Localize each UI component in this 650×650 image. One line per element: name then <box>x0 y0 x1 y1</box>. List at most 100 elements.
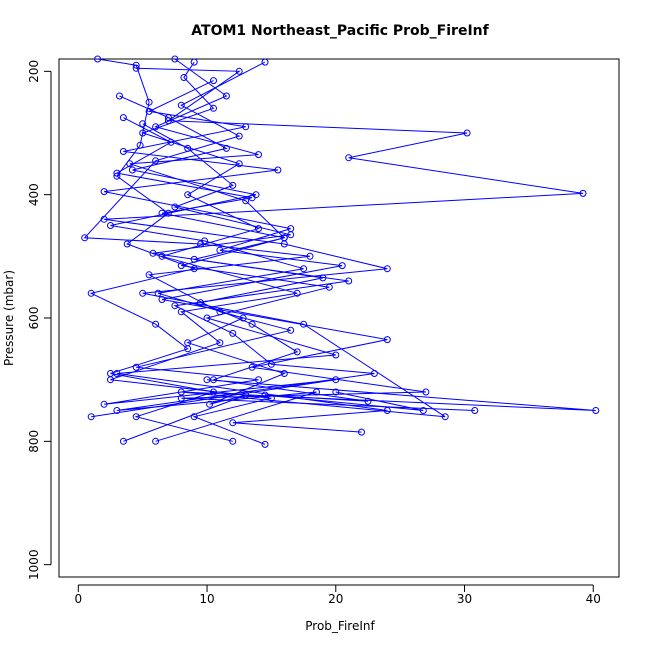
data-point <box>293 289 301 297</box>
x-tick-label: 30 <box>457 592 472 606</box>
data-point <box>441 413 449 421</box>
data-point <box>332 388 340 396</box>
x-axis: 0 10 20 30 40 <box>74 584 601 606</box>
y-tick-label: 600 <box>27 307 41 330</box>
data-point <box>579 189 587 197</box>
series-line-4 <box>104 67 596 418</box>
data-point <box>158 296 166 303</box>
data-point <box>229 419 237 427</box>
data-point <box>81 234 89 242</box>
x-tick-label: 10 <box>199 592 214 606</box>
data-point <box>370 370 378 377</box>
y-axis-label: Pressure (mbar) <box>2 270 16 366</box>
data-point <box>154 289 162 297</box>
data-point <box>145 271 153 279</box>
data-point <box>274 166 282 174</box>
data-point <box>107 376 114 384</box>
data-point <box>184 191 192 199</box>
data-point <box>152 157 160 165</box>
data-point <box>119 114 127 122</box>
data-point <box>132 64 140 72</box>
data-point <box>210 104 217 112</box>
y-axis: 200 400 600 800 1000 <box>27 60 52 580</box>
data-point <box>287 231 295 239</box>
data-point <box>152 123 160 131</box>
chart-title: ATOM1 Northeast_Pacific Prob_FireInf <box>191 23 489 39</box>
x-axis-label: Prob_FireInf <box>305 619 375 633</box>
data-point <box>313 388 320 396</box>
data-point <box>180 74 188 81</box>
data-point <box>190 265 198 273</box>
series-line-9 <box>110 95 304 442</box>
data-point <box>128 166 136 174</box>
data-point <box>419 407 427 414</box>
data-point <box>364 397 372 405</box>
data-point <box>139 129 147 137</box>
y-tick-label: 800 <box>27 430 41 453</box>
data-point <box>113 407 121 414</box>
series-line-5 <box>104 80 475 411</box>
data-point <box>171 302 179 310</box>
data-point <box>139 289 147 297</box>
data-point <box>261 440 269 448</box>
data-point <box>123 240 131 248</box>
data-point <box>287 326 295 334</box>
y-tick-label: 1000 <box>27 549 41 580</box>
data-point <box>248 320 256 328</box>
data-point <box>171 55 179 63</box>
data-point <box>171 203 179 211</box>
data-point <box>229 181 237 189</box>
data-point <box>235 160 243 168</box>
data-point <box>190 58 198 66</box>
x-tick-label: 20 <box>328 592 343 606</box>
y-tick-label: 200 <box>27 60 41 83</box>
data-point <box>116 92 123 100</box>
data-point <box>145 107 153 115</box>
plot-area <box>58 58 620 578</box>
data-point <box>177 262 185 270</box>
data-point <box>229 329 237 337</box>
data-point <box>152 437 160 445</box>
data-point <box>239 314 247 322</box>
data-point <box>87 289 95 297</box>
data-point <box>255 225 262 233</box>
data-point <box>267 360 275 368</box>
series-line-8 <box>142 123 424 411</box>
data-point <box>592 407 600 414</box>
data-point <box>87 413 95 421</box>
data-point <box>184 144 192 152</box>
series-line-7 <box>115 117 375 442</box>
data-point <box>383 336 391 344</box>
data-point <box>280 370 288 377</box>
data-point <box>280 234 288 242</box>
data-point <box>255 151 262 159</box>
data-point <box>261 391 269 399</box>
data-point <box>164 114 172 122</box>
series-line-6 <box>83 61 336 418</box>
data-point <box>358 428 365 436</box>
data-point <box>463 129 471 137</box>
data-point <box>107 222 114 229</box>
data-point <box>471 407 479 414</box>
data-point <box>145 98 153 106</box>
data-point <box>222 92 230 100</box>
data-point <box>132 413 140 421</box>
data-point <box>242 123 250 131</box>
data-point <box>184 339 192 347</box>
x-tick-label: 0 <box>74 592 82 606</box>
data-point <box>338 262 346 270</box>
data-point <box>255 376 262 384</box>
data-point <box>293 348 301 356</box>
data-point <box>206 400 214 408</box>
data-point <box>345 154 353 162</box>
data-point <box>190 413 198 421</box>
data-point <box>319 274 327 282</box>
data-point <box>383 265 391 273</box>
data-point <box>252 191 260 199</box>
data-point <box>132 363 140 371</box>
data-point <box>235 67 243 75</box>
data-point <box>149 249 157 257</box>
data-point <box>229 437 237 445</box>
data-point <box>300 265 308 273</box>
